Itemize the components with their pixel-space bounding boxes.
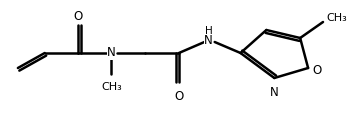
Text: O: O bbox=[174, 90, 183, 103]
Text: CH₃: CH₃ bbox=[326, 13, 347, 23]
Text: O: O bbox=[312, 64, 321, 76]
Text: N: N bbox=[205, 34, 213, 46]
Text: N: N bbox=[107, 46, 116, 59]
Text: H: H bbox=[205, 26, 213, 36]
Text: CH₃: CH₃ bbox=[101, 82, 122, 92]
Text: O: O bbox=[73, 9, 82, 23]
Text: N: N bbox=[270, 86, 279, 99]
